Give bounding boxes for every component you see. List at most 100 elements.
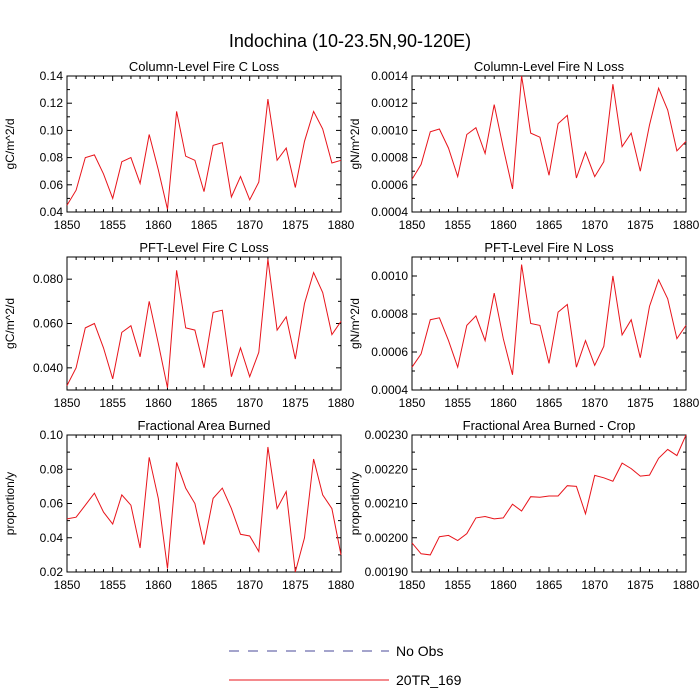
x-tick-label: 1880	[328, 396, 355, 410]
y-tick-label: 0.02	[40, 565, 64, 579]
x-tick-label: 1860	[145, 578, 172, 592]
y-tick-label: 0.10	[40, 428, 64, 442]
y-tick-label: 0.12	[40, 96, 64, 110]
x-tick-label: 1880	[673, 218, 700, 232]
x-tick-label: 1850	[54, 578, 81, 592]
plot-frame	[411, 434, 687, 573]
panel-title: Fractional Area Burned	[138, 418, 271, 433]
y-tick-label: 0.08	[40, 462, 64, 476]
y-tick-label: 0.04	[40, 205, 64, 219]
x-tick-label: 1870	[581, 218, 608, 232]
plot-frame	[411, 256, 687, 391]
y-tick-label: 0.0008	[371, 307, 408, 321]
x-tick-label: 1880	[673, 396, 700, 410]
panels: Column-Level Fire C Loss 1850 1855 1860 1865…	[3, 59, 700, 592]
x-tick-label: 1860	[145, 218, 172, 232]
x-tick-label: 1850	[54, 218, 81, 232]
y-tick-label: 0.04	[40, 531, 64, 545]
x-tick-label: 1875	[627, 218, 654, 232]
y-tick-label: 0.0010	[371, 269, 408, 283]
series-line-20tr-169	[66, 259, 342, 388]
y-tick-label: 0.08	[40, 151, 64, 165]
x-tick-label: 1880	[328, 218, 355, 232]
x-tick-label: 1870	[581, 396, 608, 410]
panel-title: Column-Level Fire N Loss	[474, 59, 625, 74]
panel-1: Column-Level Fire C Loss 1850 1855 1860 1865…	[3, 59, 355, 232]
x-tick-label: 1855	[99, 578, 126, 592]
x-tick-label: 1870	[236, 396, 263, 410]
y-tick-label: 0.0010	[371, 123, 408, 137]
x-tick-label: 1865	[191, 578, 218, 592]
x-tick-label: 1850	[399, 396, 426, 410]
x-tick-label: 1860	[145, 396, 172, 410]
panel-title: Column-Level Fire C Loss	[129, 59, 280, 74]
x-tick-label: 1870	[581, 578, 608, 592]
y-tick-label: 0.10	[40, 123, 64, 137]
panel-title: PFT-Level Fire N Loss	[484, 240, 614, 255]
y-tick-label: 0.00210	[365, 497, 409, 511]
x-tick-label: 1865	[191, 396, 218, 410]
x-tick-label: 1860	[490, 578, 517, 592]
panel-4: PFT-Level Fire N Loss 1850 1855 1860 1865 187…	[348, 240, 700, 410]
panel-title: PFT-Level Fire C Loss	[139, 240, 269, 255]
y-axis-label: gN/m^2/d	[348, 298, 362, 349]
x-tick-label: 1855	[444, 396, 471, 410]
y-axis-label: proportion/y	[3, 472, 17, 535]
x-tick-label: 1855	[99, 218, 126, 232]
y-tick-label: 0.0004	[371, 205, 408, 219]
series-line-20tr-169	[411, 264, 687, 375]
y-axis-label: gN/m^2/d	[348, 119, 362, 170]
y-tick-label: 0.0006	[371, 178, 408, 192]
y-tick-label: 0.0008	[371, 151, 408, 165]
x-tick-label: 1865	[536, 578, 563, 592]
x-tick-label: 1875	[282, 396, 309, 410]
y-tick-label: 0.00190	[365, 565, 409, 579]
y-tick-label: 0.0014	[371, 69, 408, 83]
x-tick-label: 1855	[444, 218, 471, 232]
x-tick-label: 1875	[282, 218, 309, 232]
x-tick-label: 1865	[536, 396, 563, 410]
panel-title: Fractional Area Burned - Crop	[463, 418, 636, 433]
x-tick-label: 1880	[328, 578, 355, 592]
x-tick-label: 1870	[236, 578, 263, 592]
y-tick-label: 0.040	[33, 361, 63, 375]
panel-5: Fractional Area Burned 1850 1855 1860 1865 18…	[3, 418, 355, 592]
series-line-20tr-169	[66, 446, 342, 573]
x-tick-label: 1855	[444, 578, 471, 592]
panel-6: Fractional Area Burned - Crop 1850 1855 186…	[348, 418, 700, 592]
x-tick-label: 1865	[191, 218, 218, 232]
y-tick-label: 0.060	[33, 317, 63, 331]
y-tick-label: 0.00200	[365, 531, 409, 545]
x-tick-label: 1880	[673, 578, 700, 592]
series-line-20tr-169	[411, 75, 687, 190]
y-tick-label: 0.080	[33, 272, 63, 286]
x-tick-label: 1855	[99, 396, 126, 410]
y-tick-label: 0.0012	[371, 96, 408, 110]
y-axis-label: gC/m^2/d	[3, 298, 17, 349]
figure-title: Indochina (10-23.5N,90-120E)	[229, 31, 471, 51]
x-tick-label: 1870	[236, 218, 263, 232]
x-tick-label: 1850	[54, 396, 81, 410]
legend-label-no-obs: No Obs	[396, 643, 443, 659]
y-axis-label: gC/m^2/d	[3, 119, 17, 170]
legend-label-20tr-169: 20TR_169	[396, 672, 462, 688]
y-tick-label: 0.0004	[371, 383, 408, 397]
y-axis-label: proportion/y	[348, 472, 362, 535]
x-tick-label: 1860	[490, 396, 517, 410]
y-tick-label: 0.00220	[365, 462, 409, 476]
plot-frame	[66, 256, 342, 391]
y-tick-label: 0.14	[40, 69, 64, 83]
legend: No Obs 20TR_169	[229, 643, 462, 688]
series-line-20tr-169	[411, 434, 687, 556]
x-tick-label: 1875	[627, 396, 654, 410]
x-tick-label: 1875	[627, 578, 654, 592]
y-tick-label: 0.06	[40, 178, 64, 192]
panel-3: PFT-Level Fire C Loss 1850 1855 1860 1865 187…	[3, 240, 355, 410]
x-tick-label: 1850	[399, 578, 426, 592]
x-tick-label: 1850	[399, 218, 426, 232]
x-tick-label: 1865	[536, 218, 563, 232]
y-tick-label: 0.06	[40, 497, 64, 511]
plot-frame	[66, 434, 342, 573]
panel-2: Column-Level Fire N Loss 1850 1855 1860 1865…	[348, 59, 700, 232]
x-tick-label: 1875	[282, 578, 309, 592]
